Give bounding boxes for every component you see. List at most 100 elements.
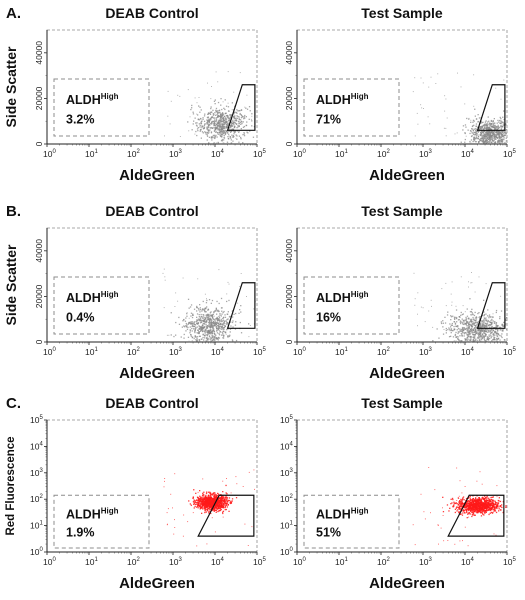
scatter-point	[417, 313, 418, 315]
scatter-point	[229, 331, 231, 333]
scatter-point	[195, 336, 197, 338]
scatter-point	[482, 136, 484, 138]
scatter-point	[207, 132, 209, 135]
scatter-point	[207, 500, 209, 503]
scatter-point	[488, 335, 490, 338]
scatter-point	[184, 325, 187, 327]
scatter-point	[170, 493, 172, 495]
scatter-point	[463, 511, 466, 513]
scatter-point	[475, 330, 477, 332]
scatter-point	[241, 122, 243, 125]
scatter-point	[478, 330, 480, 332]
scatter-point	[476, 339, 478, 342]
scatter-point	[236, 138, 238, 140]
gate-label-box	[303, 276, 400, 335]
scatter-point	[484, 507, 487, 509]
scatter-point	[234, 126, 236, 129]
scatter-point	[210, 136, 213, 139]
scatter-point	[474, 311, 476, 314]
scatter-point	[220, 326, 222, 328]
scatter-point	[207, 340, 209, 342]
scatter-point	[205, 133, 207, 135]
scatter-point	[506, 317, 508, 319]
scatter-point	[217, 116, 219, 118]
scatter-point	[207, 113, 209, 115]
scatter-point	[203, 318, 206, 320]
scatter-point	[240, 332, 243, 334]
scatter-point	[480, 132, 482, 135]
scatter-point	[474, 334, 476, 336]
scatter-point	[454, 322, 457, 324]
scatter-point	[209, 327, 212, 329]
scatter-point	[498, 134, 500, 136]
scatter-point	[480, 138, 482, 140]
scatter-point	[192, 501, 195, 503]
scatter-point	[468, 500, 470, 503]
scatter-point	[489, 337, 491, 340]
scatter-point	[196, 337, 198, 340]
scatter-point	[504, 134, 506, 136]
scatter-point	[223, 507, 225, 509]
scatter-point	[192, 323, 194, 325]
scatter-point	[219, 507, 221, 510]
scatter-point	[478, 503, 480, 505]
scatter-point	[208, 495, 210, 497]
scatter-point	[219, 497, 221, 500]
scatter-point	[464, 103, 466, 105]
scatter-point	[473, 328, 475, 330]
scatter-point	[215, 505, 218, 507]
scatter-point	[222, 134, 224, 136]
scatter-point	[200, 503, 202, 505]
scatter-point	[227, 504, 229, 506]
scatter-point	[483, 299, 485, 301]
scatter-point	[485, 500, 488, 502]
scatter-point	[222, 129, 224, 131]
scatter-point	[485, 497, 487, 499]
x-tick-label: 103	[419, 149, 432, 159]
scatter-point	[495, 127, 497, 129]
scatter-point	[229, 315, 231, 318]
scatter-point	[472, 507, 474, 509]
scatter-point	[455, 305, 457, 307]
scatter-point	[485, 328, 487, 330]
scatter-point	[416, 112, 418, 114]
scatter-point	[485, 502, 487, 504]
plot-title: Test Sample	[361, 5, 443, 21]
scatter-point	[493, 122, 495, 124]
scatter-point	[467, 129, 469, 131]
y-tick-label: 102	[280, 494, 293, 504]
scatter-point	[464, 124, 467, 126]
scatter-point	[476, 502, 478, 505]
scatter-point	[475, 125, 477, 128]
scatter-point	[191, 104, 193, 107]
scatter-point	[471, 128, 473, 130]
scatter-point	[505, 137, 507, 139]
scatter-point	[461, 329, 464, 331]
scatter-point	[216, 325, 218, 328]
scatter-point	[218, 327, 221, 329]
scatter-point	[203, 115, 206, 117]
scatter-point	[172, 507, 173, 509]
scatter-point	[501, 324, 503, 326]
scatter-point	[187, 521, 189, 523]
scatter-point	[479, 506, 482, 508]
scatter-point	[490, 128, 493, 130]
scatter-point	[229, 502, 231, 505]
scatter-point	[466, 334, 468, 336]
scatter-point	[221, 114, 223, 117]
scatter-point	[466, 503, 469, 505]
scatter-point	[492, 316, 494, 318]
scatter-point	[219, 126, 221, 128]
scatter-point	[217, 122, 219, 124]
scatter-point	[480, 499, 482, 502]
scatter-point	[211, 503, 213, 505]
scatter-point	[211, 498, 213, 500]
scatter-point	[193, 308, 196, 310]
scatter-point	[204, 310, 206, 312]
scatter-point	[469, 328, 472, 331]
aldh-high-gate	[226, 282, 256, 329]
scatter-point	[461, 335, 463, 337]
scatter-point	[210, 338, 212, 340]
scatter-point	[484, 503, 486, 506]
scatter-point	[199, 326, 201, 328]
